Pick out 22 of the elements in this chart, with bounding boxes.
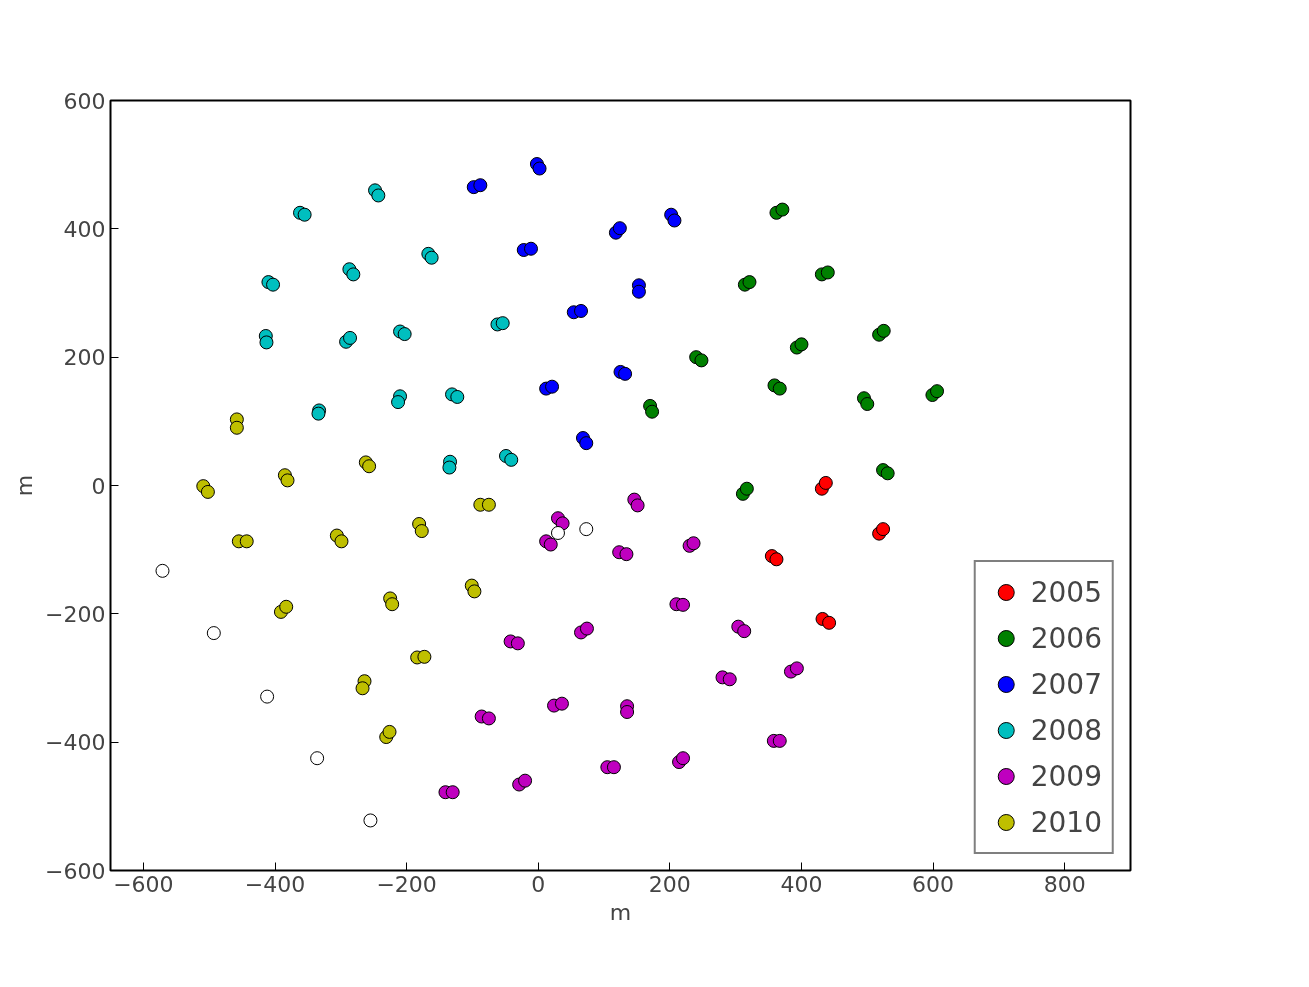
x-tick-label: 400 (780, 871, 823, 897)
x-tick-label: −200 (376, 871, 437, 897)
y-tick-label: −200 (45, 601, 106, 627)
legend-label: 2007 (1030, 667, 1102, 701)
y-tick-label: 0 (91, 473, 106, 499)
legend-label: 2010 (1030, 805, 1102, 839)
y-tick-label: 400 (63, 216, 106, 242)
x-tick-label: 600 (912, 871, 955, 897)
y-tick-label: 200 (63, 345, 106, 371)
y-tick-label: −400 (45, 730, 106, 756)
y-tick-label: 600 (63, 88, 106, 114)
x-tick-label: −600 (113, 871, 174, 897)
x-tick-label: 200 (648, 871, 691, 897)
legend-label: 2006 (1030, 621, 1102, 655)
legend-label: 2009 (1030, 759, 1102, 793)
legend-label: 2008 (1030, 713, 1102, 747)
x-tick-label: −400 (244, 871, 306, 897)
x-tick-label: 0 (531, 871, 546, 897)
x-tick-label: 800 (1043, 871, 1086, 897)
y-axis-title: m (12, 474, 38, 497)
legend-label: 2005 (1030, 575, 1102, 609)
x-axis-title: m (609, 899, 632, 925)
